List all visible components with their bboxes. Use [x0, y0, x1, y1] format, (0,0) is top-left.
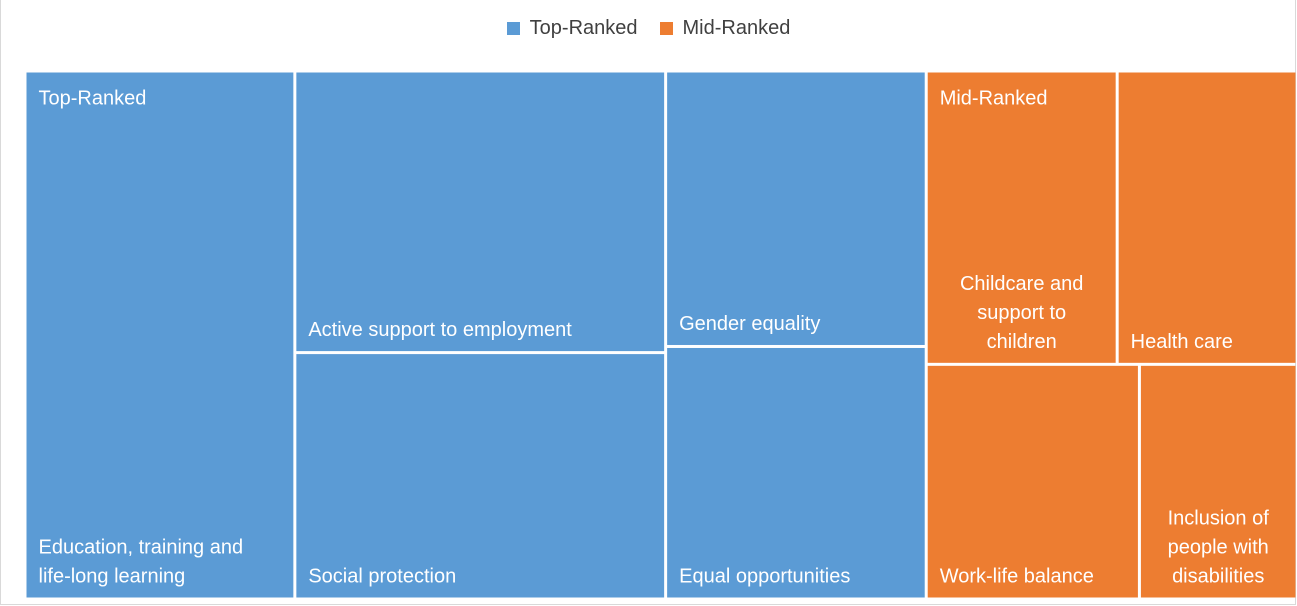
- treemap-cell-childcare-and-support-to-children[interactable]: [927, 72, 1116, 363]
- treemap-cell-gender-equality[interactable]: [667, 72, 925, 345]
- group-label-top-ranked: Top-Ranked: [39, 88, 147, 110]
- treemap-cell-inclusion-of-people-with-disabilities[interactable]: [1140, 365, 1296, 598]
- treemap-cell-education-training-and-life-long-learning[interactable]: [26, 72, 294, 598]
- treemap-label-equal-opportunities: Equal opportunities: [679, 566, 850, 588]
- treemap-label-gender-equality: Gender equality: [679, 313, 820, 335]
- treemap-label-inclusion-of-people-with-disabilities: Inclusion of people with disabilities: [1168, 508, 1270, 588]
- legend: Top-Ranked Mid-Ranked: [0, 14, 1297, 42]
- treemap-cell-social-protection[interactable]: [296, 354, 665, 598]
- treemap-label-active-support-to-employment: Active support to employment: [308, 319, 572, 341]
- treemap-cell-equal-opportunities[interactable]: [667, 347, 925, 598]
- group-label-mid-ranked: Mid-Ranked: [940, 88, 1048, 110]
- legend-item-top-ranked[interactable]: Top-Ranked: [506, 16, 638, 40]
- treemap-label-education-training-and-life-long-learning: Education, training and life-long learnin…: [39, 537, 244, 588]
- treemap-cell-health-care[interactable]: [1118, 72, 1296, 363]
- legend-label-top-ranked: Top-Ranked: [529, 16, 638, 39]
- legend-item-mid-ranked[interactable]: Mid-Ranked: [659, 16, 791, 40]
- treemap-label-social-protection: Social protection: [308, 566, 456, 588]
- treemap-cell-work-life-balance[interactable]: [927, 365, 1138, 598]
- legend-swatch-top-ranked: [506, 21, 520, 35]
- legend-swatch-mid-ranked: [659, 21, 673, 35]
- treemap-label-childcare-and-support-to-children: Childcare and support to children: [960, 273, 1083, 353]
- legend-label-mid-ranked: Mid-Ranked: [682, 16, 791, 39]
- treemap-label-work-life-balance: Work-life balance: [940, 566, 1094, 588]
- treemap-cell-active-support-to-employment[interactable]: [296, 72, 665, 352]
- treemap-label-health-care: Health care: [1131, 331, 1233, 353]
